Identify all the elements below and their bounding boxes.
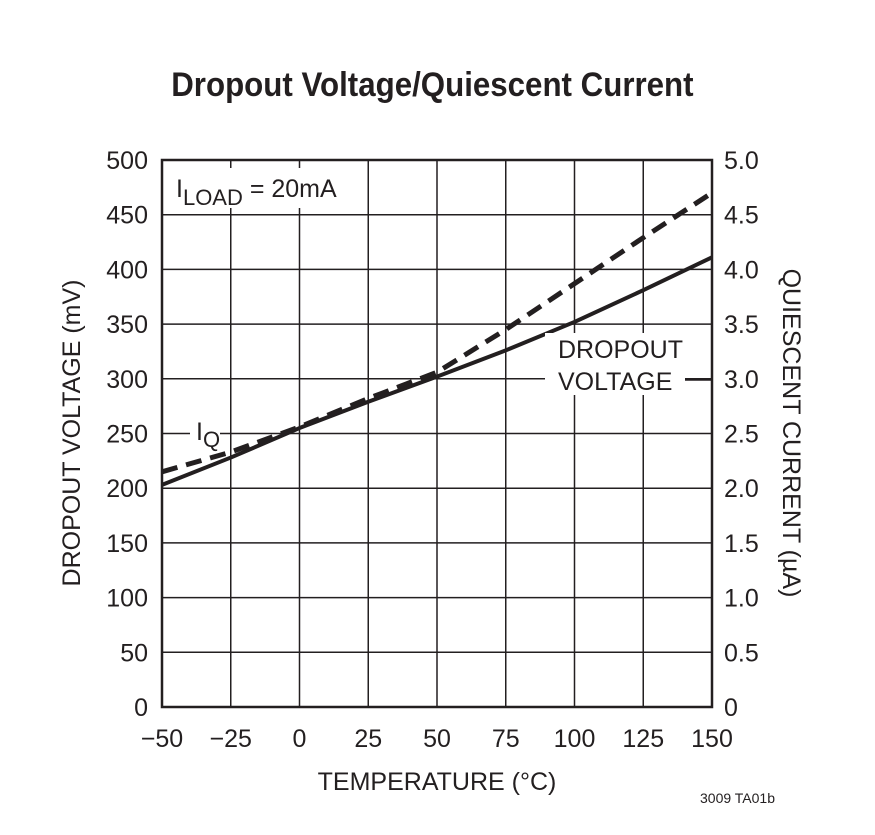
grid xyxy=(161,159,713,708)
y-tick-label: 0 xyxy=(134,694,148,722)
y-tick-label: 400 xyxy=(106,256,148,284)
x-tick-label: 25 xyxy=(354,725,382,753)
x-tick-label: −25 xyxy=(210,725,252,753)
x-tick-label: 125 xyxy=(622,725,664,753)
y-tick-label: 250 xyxy=(106,421,148,449)
y-tick-label: 200 xyxy=(106,475,148,503)
y-tick-label: 50 xyxy=(120,639,148,667)
y-axis-label: DROPOUT VOLTAGE (mV) xyxy=(58,280,86,587)
x-axis-label: TEMPERATURE (°C) xyxy=(318,768,557,796)
dropout-label-line1: DROPOUT xyxy=(558,336,683,364)
y2-tick-label: 4.0 xyxy=(724,256,759,284)
condition-label: ILOAD = 20mA xyxy=(176,175,337,210)
y2-tick-label: 2.5 xyxy=(724,421,759,449)
y-tick-label: 450 xyxy=(106,202,148,230)
x-tick-label: 100 xyxy=(554,725,596,753)
dropout-label-bg xyxy=(545,333,685,395)
x-tick-label: 75 xyxy=(492,725,520,753)
y2-tick-label: 3.5 xyxy=(724,311,759,339)
y-tick-label: 100 xyxy=(106,585,148,613)
y2-tick-label: 0.5 xyxy=(724,639,759,667)
y-tick-label: 350 xyxy=(106,311,148,339)
y2-tick-label: 2.0 xyxy=(724,475,759,503)
y2-tick-label: 5.0 xyxy=(724,147,759,175)
chart-title: Dropout Voltage/Quiescent Current xyxy=(171,65,693,104)
x-tick-label: −50 xyxy=(141,725,183,753)
y-tick-label: 300 xyxy=(106,366,148,394)
condition-bg xyxy=(172,168,342,208)
y-tick-label: 500 xyxy=(106,147,148,175)
figure-code: 3009 TA01b xyxy=(700,790,775,806)
y2-tick-label: 4.5 xyxy=(724,202,759,230)
y2-axis-label: QUIESCENT CURRENT (µA) xyxy=(777,269,805,598)
plot-frame xyxy=(160,158,714,709)
y2-tick-label: 1.0 xyxy=(724,585,759,613)
iq-label-bg xyxy=(190,415,220,450)
tick-labels: −50 −25 0 25 50 75 100 125 150 0 50 100 150 200 250 300… xyxy=(106,147,758,753)
x-tick-label: 150 xyxy=(691,725,733,753)
x-tick-label: 50 xyxy=(423,725,451,753)
x-tick-label: 0 xyxy=(293,725,307,753)
y2-tick-label: 0 xyxy=(724,694,738,722)
y2-tick-label: 3.0 xyxy=(724,366,759,394)
y2-tick-label: 1.5 xyxy=(724,530,759,558)
series-iq xyxy=(161,190,714,475)
dropout-label-line2: VOLTAGE xyxy=(558,368,672,396)
y-tick-label: 150 xyxy=(106,530,148,558)
iq-label: IQ xyxy=(196,418,220,452)
series-lines xyxy=(161,190,714,487)
